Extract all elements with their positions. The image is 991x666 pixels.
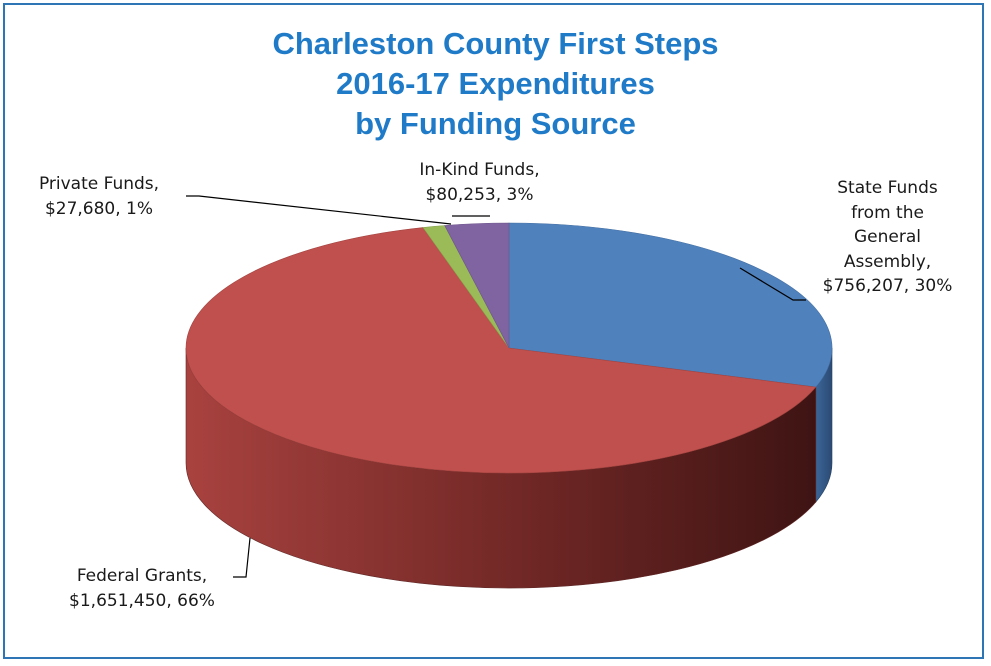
leader-line-2 bbox=[233, 537, 251, 578]
pie-slice-1 bbox=[508, 222, 833, 388]
pie-slice-2 bbox=[185, 227, 817, 474]
slice-label-inkind-line-2: $80,253, 3% bbox=[425, 184, 534, 205]
slice-label-in-kind-funds: In-Kind Funds, $80,253, 3% bbox=[392, 158, 567, 207]
chart-title: Charleston County First Steps 2016-17 Ex… bbox=[0, 24, 991, 144]
slice-label-state-line-4: Assembly, bbox=[843, 251, 932, 272]
slice-label-federal-line-1: Federal Grants, bbox=[76, 566, 208, 586]
slice-label-private-funds: Private Funds, $27,680, 1% bbox=[14, 172, 184, 221]
pie-slice-4 bbox=[444, 222, 510, 349]
chart-title-line-2: 2016-17 Expenditures bbox=[336, 66, 655, 101]
leader-line-3 bbox=[186, 195, 452, 225]
pie-tops bbox=[185, 222, 833, 474]
leader-line-1 bbox=[739, 267, 806, 301]
slice-label-inkind-line-1: In-Kind Funds, bbox=[419, 160, 540, 180]
slice-label-private-line-2: $27,680, 1% bbox=[44, 198, 154, 219]
slice-label-federal-line-2: $1,651,450, 66% bbox=[69, 590, 215, 611]
slice-label-private-line-1: Private Funds, bbox=[38, 174, 160, 194]
slice-label-state-line-5: $756,207, 30% bbox=[822, 276, 953, 296]
slice-label-state-line-1: State Funds bbox=[837, 178, 938, 198]
slice-label-state-line-2: from the bbox=[851, 202, 924, 223]
slice-label-state-funds: State Funds from the General Assembly, $… bbox=[800, 176, 975, 299]
slice-label-federal-grants: Federal Grants, $1,651,450, 66% bbox=[42, 564, 242, 613]
leader-lines bbox=[186, 195, 806, 578]
slice-label-state-line-3: General bbox=[854, 227, 921, 247]
chart-title-line-1: Charleston County First Steps bbox=[272, 26, 719, 61]
chart-title-line-3: by Funding Source bbox=[355, 106, 636, 141]
